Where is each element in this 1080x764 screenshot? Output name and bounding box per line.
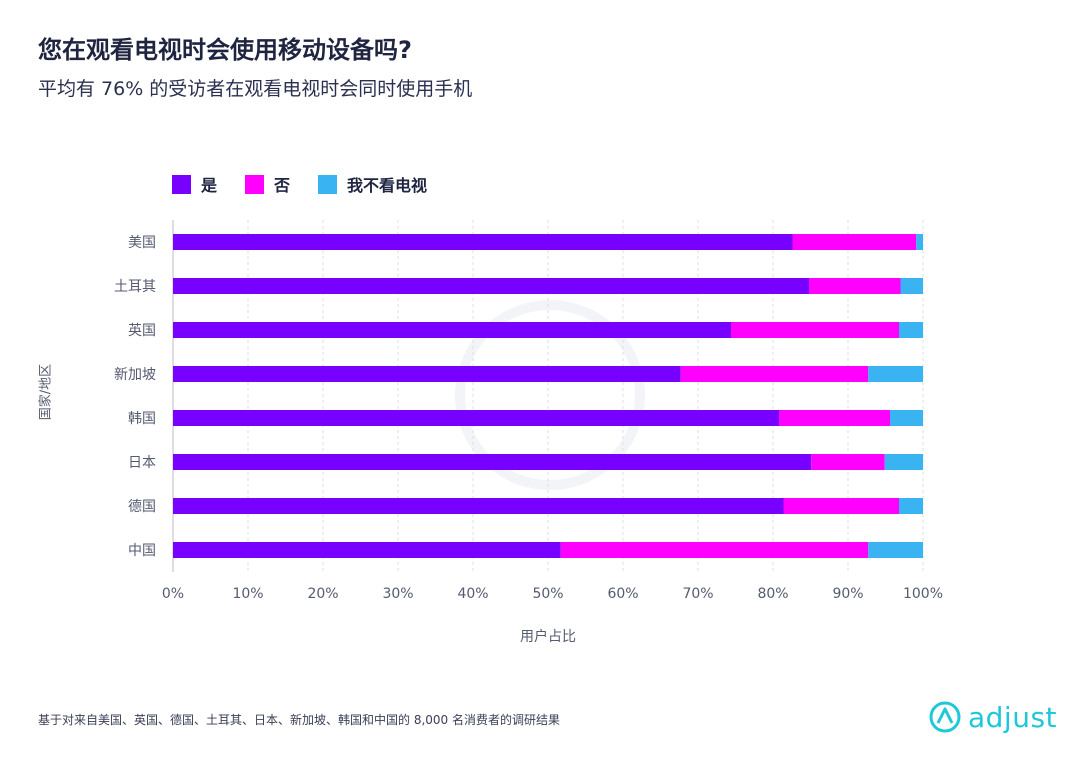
bar-segment — [868, 366, 923, 382]
y-tick-label: 日本 — [128, 455, 156, 471]
x-tick-label: 20% — [307, 586, 338, 602]
bar-segment — [809, 278, 901, 294]
x-tick-label: 90% — [832, 586, 863, 602]
x-tick-label: 30% — [382, 586, 413, 602]
bar-segment — [173, 498, 784, 514]
bar-segment — [884, 454, 923, 470]
bar-segment — [173, 542, 561, 558]
bar-segment — [173, 366, 681, 382]
footnote: 基于对来自美国、英国、德国、土耳其、日本、新加坡、韩国和中国的 8,000 名消… — [38, 713, 560, 727]
bar-segment — [899, 322, 923, 338]
x-tick-label: 10% — [232, 586, 263, 602]
y-tick-label: 中国 — [128, 543, 156, 559]
y-tick-label: 新加坡 — [114, 367, 156, 383]
bar-segment — [868, 542, 923, 558]
x-tick-label: 50% — [532, 586, 563, 602]
bar-segment — [560, 542, 869, 558]
y-tick-label: 韩国 — [128, 411, 156, 427]
y-tick-label: 土耳其 — [114, 279, 156, 295]
bar-segment — [792, 234, 917, 250]
bar-segment — [900, 278, 923, 294]
legend-label-no-tv: 我不看电视 — [347, 176, 428, 195]
x-axis-label: 用户占比 — [520, 629, 576, 645]
y-tick-label: 英国 — [128, 322, 156, 339]
bar-segment — [173, 410, 779, 426]
legend-label-no: 否 — [274, 176, 291, 195]
legend-item-yes: 是 — [172, 172, 217, 196]
y-tick-label: 德国 — [128, 499, 156, 515]
bar-segment — [173, 234, 793, 250]
chart-title: 您在观看电视时会使用移动设备吗? — [38, 36, 412, 64]
adjust-logo: adjust — [928, 700, 1057, 734]
x-tick-label: 60% — [607, 586, 638, 602]
x-tick-label: 40% — [457, 586, 488, 602]
chart-subtitle: 平均有 76% 的受访者在观看电视时会同时使用手机 — [38, 78, 473, 100]
x-tick-label: 100% — [903, 586, 943, 602]
bar-segment — [779, 410, 890, 426]
adjust-logo-icon — [929, 701, 961, 733]
y-axis-label: 国家/地区 — [38, 363, 54, 421]
bar-segment — [680, 366, 869, 382]
bar-segment — [173, 278, 809, 294]
legend-swatch-no — [245, 174, 265, 194]
x-tick-label: 0% — [162, 586, 184, 602]
bar-segment — [899, 498, 923, 514]
bar-segment — [890, 410, 923, 426]
legend-item-no: 否 — [245, 172, 290, 196]
bar-segment — [173, 454, 812, 470]
watermark-logo — [455, 300, 645, 490]
adjust-logo-text: adjust — [968, 700, 1058, 734]
legend: 是 否 我不看电视 — [172, 172, 427, 196]
legend-label-yes: 是 — [201, 176, 218, 195]
bar-segment — [916, 234, 923, 250]
y-tick-label: 美国 — [128, 235, 156, 251]
x-tick-label: 80% — [757, 586, 788, 602]
legend-swatch-no-tv — [318, 174, 338, 194]
bar-segment — [173, 322, 731, 338]
x-tick-label: 70% — [682, 586, 713, 602]
bar-segment — [731, 322, 899, 338]
bar-segment — [783, 498, 899, 514]
legend-swatch-yes — [172, 174, 191, 194]
legend-item-no-tv: 我不看电视 — [318, 172, 427, 196]
bar-segment — [811, 454, 885, 470]
